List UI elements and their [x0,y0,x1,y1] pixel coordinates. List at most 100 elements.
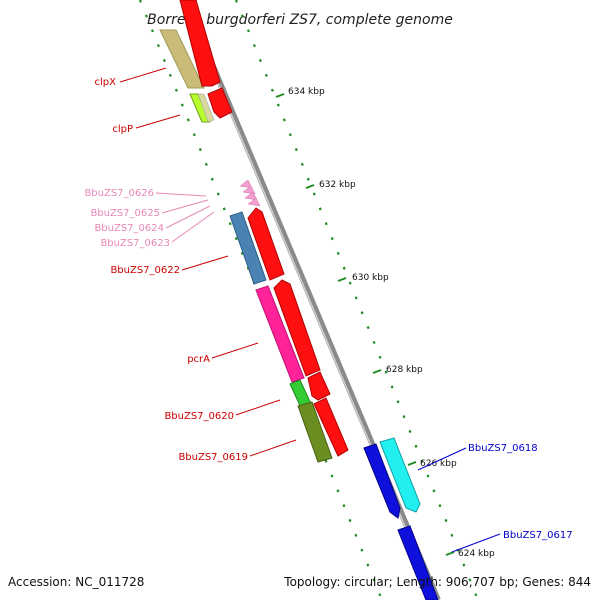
ring-dot [318,207,322,211]
label-pcrA[interactable]: pcrA [187,354,210,365]
ring-dot [240,14,244,18]
gene-small-arrow[interactable] [307,371,331,401]
label-0626[interactable]: BbuZS7_0626 [84,188,154,199]
ring-dot [330,237,334,241]
label-0624[interactable]: BbuZS7_0624 [94,223,164,234]
leader-0622 [181,255,229,271]
ring-dot [270,88,274,92]
ring-dot [366,326,370,330]
ring-dot [324,222,328,226]
gene-0625-arrow[interactable] [242,185,256,195]
leader-0626 [155,192,207,197]
ring-dot [372,340,376,345]
ring-dot [306,177,310,181]
ring-dot [336,489,340,493]
gene-0617-block[interactable] [397,525,439,600]
ring-dot [180,103,184,107]
gene-labels: clpX clpP BbuZS7_0626 BbuZS7_0625 BbuZS7… [84,77,572,541]
ring-dot [468,578,472,582]
gene-0618-cyan-arrow[interactable] [379,437,421,513]
ring-dot [186,118,190,122]
label-leaders [119,67,501,553]
ring-dot [216,192,220,196]
ring-dot [462,563,466,567]
gene-0618-blue-arrow[interactable] [363,443,401,519]
forward-strand-genes [159,0,349,463]
ring-dot [246,29,250,33]
ring-dot [402,415,406,419]
accession-text: Accession: NC_011728 [8,575,144,589]
gene-pcrA-arrow[interactable] [273,279,321,377]
gene-0624-arrow[interactable] [244,191,258,201]
gene-clpP-arrow[interactable] [207,87,233,119]
gene-0619-block[interactable] [297,401,333,463]
ring-dot [408,429,412,434]
label-0620[interactable]: BbuZS7_0620 [164,411,234,422]
ring-dot [240,251,244,255]
label-0625[interactable]: BbuZS7_0625 [90,208,160,219]
ring-dot [342,266,346,270]
tick-mark [305,184,315,189]
ring-dot [474,593,478,597]
label-0619[interactable]: BbuZS7_0619 [178,452,248,463]
gene-clpP-block[interactable] [189,93,211,123]
ring-dot [348,281,352,285]
leader-pcrA [211,342,259,359]
label-0618[interactable]: BbuZS7_0618 [468,443,538,454]
ring-dot [360,548,364,552]
ring-dot [264,73,268,77]
leader-0624 [165,205,211,229]
ring-dot [204,162,208,166]
ring-dot [144,14,148,18]
leader-0625 [161,199,209,214]
gene-0619-arrow[interactable] [313,397,349,457]
tick-label-628: 628 kbp [386,365,423,375]
tick-label-626: 626 kbp [420,459,457,469]
ring-dot [390,385,394,389]
label-clpX[interactable]: clpX [95,77,117,88]
ring-dot [444,518,448,523]
gene-clpX-block[interactable] [159,29,205,89]
tick-mark [445,551,455,556]
map-title: Borrelia burgdorferi ZS7, complete genom… [147,12,453,28]
ring-dot [420,459,424,463]
leader-0617 [451,533,501,553]
tick-label-630: 630 kbp [352,273,389,283]
ring-dot [438,504,442,508]
gene-0626-arrow[interactable] [239,179,253,189]
reverse-strand-genes [363,437,439,600]
ring-dot [378,355,382,359]
summary-text: Topology: circular; Length: 906,707 bp; … [283,575,591,589]
ring-dot [276,103,280,107]
tick-label-632: 632 kbp [319,180,356,190]
ring-dot [372,578,376,582]
label-0623[interactable]: BbuZS7_0623 [100,238,170,249]
gene-0623-arrow[interactable] [247,197,261,207]
ring-dot [348,518,352,523]
gene-clpP-block-2[interactable] [197,93,215,123]
tick-label-624: 624 kbp [458,549,495,559]
ring-dot [450,533,454,537]
ring-dot [342,504,346,508]
ring-dot [354,296,358,300]
ring-dot [336,251,340,255]
outer-dotted-ring [234,0,478,597]
label-0617[interactable]: BbuZS7_0617 [503,530,573,541]
ring-dot [432,489,436,493]
ring-dot [300,162,304,166]
gene-clpX-arrow[interactable] [179,0,221,87]
ring-dot [330,474,334,478]
ring-dot [426,474,430,478]
gene-0622-block[interactable] [229,211,267,285]
tick-mark [407,461,417,466]
ring-dot [378,593,382,597]
label-clpP[interactable]: clpP [112,124,133,135]
gene-pcrA-block[interactable] [255,285,305,383]
ring-dot [168,73,172,77]
ring-dot [150,29,154,33]
leader-0618 [417,447,467,471]
label-0622[interactable]: BbuZS7_0622 [110,265,180,276]
ring-dot [288,133,292,137]
gene-0622-arrow[interactable] [247,207,285,281]
